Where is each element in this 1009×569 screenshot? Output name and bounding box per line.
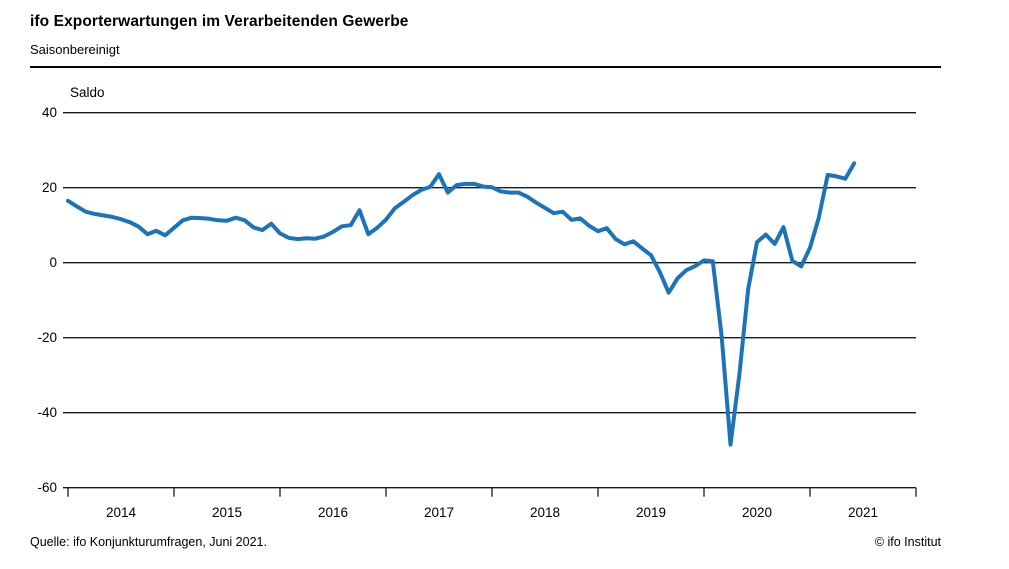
y-tick-label-40: 40	[42, 105, 57, 120]
x-tick-label-2016: 2016	[318, 505, 348, 520]
y-tick-label--60: -60	[37, 480, 57, 495]
header-divider	[30, 66, 941, 68]
x-tick-label-2021: 2021	[848, 505, 878, 520]
x-tick-label-2017: 2017	[424, 505, 454, 520]
copyright-note: © ifo Institut	[874, 535, 941, 549]
x-tick-label-2014: 2014	[106, 505, 137, 520]
x-tick-label-2019: 2019	[636, 505, 666, 520]
x-tick-label-2018: 2018	[530, 505, 560, 520]
y-tick-label--40: -40	[37, 405, 57, 420]
source-note: Quelle: ifo Konjunkturumfragen, Juni 202…	[30, 535, 267, 549]
y-axis-title: Saldo	[70, 85, 105, 100]
page-title: ifo Exporterwartungen im Verarbeitenden …	[30, 13, 409, 30]
y-tick-label-0: 0	[49, 255, 57, 270]
page-subtitle: Saisonbereinigt	[30, 42, 120, 57]
y-tick-label-20: 20	[42, 180, 57, 195]
x-tick-label-2020: 2020	[742, 505, 772, 520]
x-tick-label-2015: 2015	[212, 505, 242, 520]
y-tick-label--20: -20	[37, 330, 57, 345]
export-expectations-line	[66, 161, 857, 447]
